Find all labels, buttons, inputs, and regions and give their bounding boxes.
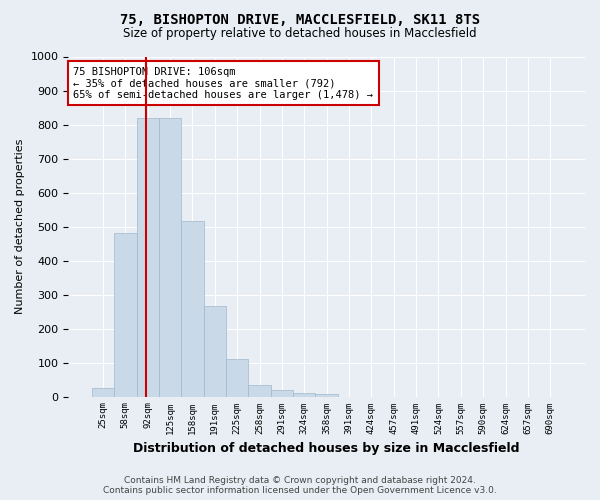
Bar [293,393,316,396]
Text: 75, BISHOPTON DRIVE, MACCLESFIELD, SK11 8TS: 75, BISHOPTON DRIVE, MACCLESFIELD, SK11 … [120,12,480,26]
Text: Size of property relative to detached houses in Macclesfield: Size of property relative to detached ho… [123,28,477,40]
X-axis label: Distribution of detached houses by size in Macclesfield: Distribution of detached houses by size … [133,442,520,455]
Bar [316,394,338,396]
Bar [226,359,248,397]
Bar [137,118,159,396]
Bar [181,222,203,396]
Bar [114,234,137,396]
Bar [159,118,181,396]
Text: 75 BISHOPTON DRIVE: 106sqm
← 35% of detached houses are smaller (792)
65% of sem: 75 BISHOPTON DRIVE: 106sqm ← 35% of deta… [73,66,373,100]
Text: Contains HM Land Registry data © Crown copyright and database right 2024.
Contai: Contains HM Land Registry data © Crown c… [103,476,497,495]
Bar [203,306,226,396]
Bar [271,390,293,396]
Bar [248,384,271,396]
Bar [92,388,114,396]
Y-axis label: Number of detached properties: Number of detached properties [15,139,25,314]
